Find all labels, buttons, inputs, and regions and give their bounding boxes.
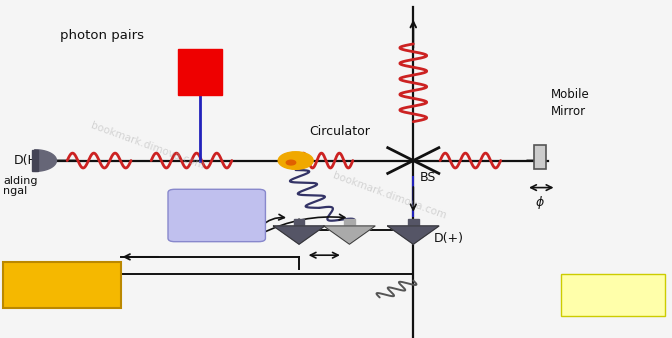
Text: ngal: ngal bbox=[3, 186, 28, 196]
Circle shape bbox=[278, 152, 313, 169]
FancyBboxPatch shape bbox=[168, 189, 265, 242]
Bar bbox=[534, 145, 546, 169]
Circle shape bbox=[286, 160, 296, 165]
Bar bbox=[561, 274, 665, 316]
Text: Coincidence: Coincidence bbox=[22, 271, 102, 284]
Text: Circulator: Circulator bbox=[309, 125, 370, 138]
Text: Mobile: Mobile bbox=[200, 199, 234, 209]
Polygon shape bbox=[388, 226, 439, 244]
Text: alding: alding bbox=[3, 176, 38, 186]
Text: bookmark.dimova.com: bookmark.dimova.com bbox=[331, 171, 448, 221]
Bar bbox=[294, 219, 304, 226]
Text: D(+): D(+) bbox=[433, 232, 464, 245]
Text: counter: counter bbox=[36, 287, 88, 300]
Text: Mirror: Mirror bbox=[551, 105, 586, 118]
Bar bbox=[344, 219, 355, 226]
Bar bbox=[178, 49, 222, 95]
Bar bbox=[3, 262, 121, 308]
Text: photon pairs: photon pairs bbox=[60, 29, 144, 42]
Polygon shape bbox=[35, 150, 56, 171]
Bar bbox=[32, 150, 38, 171]
Polygon shape bbox=[274, 226, 325, 244]
Text: D(H): D(H) bbox=[13, 154, 42, 167]
Polygon shape bbox=[324, 226, 375, 244]
Bar bbox=[408, 219, 419, 226]
Text: $\phi$: $\phi$ bbox=[536, 194, 545, 211]
Text: Mobile: Mobile bbox=[551, 88, 590, 101]
Text: D(-): D(-) bbox=[204, 222, 229, 235]
Text: $d > c \times 2.5ns$: $d > c \times 2.5ns$ bbox=[579, 281, 647, 292]
Text: $= 0.75m$: $= 0.75m$ bbox=[590, 298, 636, 310]
Text: detector: detector bbox=[195, 211, 239, 220]
Text: BS: BS bbox=[420, 171, 436, 184]
Text: bookmark.dimova.com: bookmark.dimova.com bbox=[89, 120, 206, 171]
